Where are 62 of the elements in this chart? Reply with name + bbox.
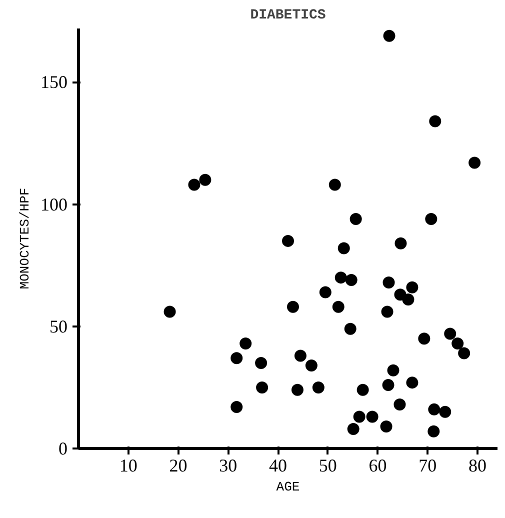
point <box>332 300 344 313</box>
x-axis-title: AGE <box>276 480 300 494</box>
point <box>345 274 358 286</box>
point <box>402 294 414 306</box>
x-tick-label: 70 <box>418 456 437 476</box>
x-tick-label: 60 <box>368 456 387 476</box>
point <box>230 401 243 413</box>
point <box>199 174 212 186</box>
y-axis-title: MONOCYTES/HPF <box>18 188 32 290</box>
point <box>387 364 400 376</box>
point <box>319 286 332 298</box>
x-tick-label: 50 <box>318 456 337 476</box>
point <box>344 322 356 335</box>
x-tick-label: 20 <box>169 456 188 476</box>
point <box>256 381 268 394</box>
point <box>428 425 440 438</box>
point <box>294 350 306 362</box>
point <box>305 359 318 372</box>
point <box>338 242 350 254</box>
point <box>356 384 369 396</box>
y-tick-label: 50 <box>50 316 68 336</box>
point <box>164 306 176 318</box>
point <box>468 156 481 169</box>
point <box>286 300 299 313</box>
point <box>418 332 430 345</box>
point <box>394 237 407 250</box>
point <box>383 30 396 42</box>
point <box>380 420 392 433</box>
point <box>312 381 324 394</box>
point <box>458 347 470 360</box>
point <box>350 212 362 225</box>
x-tick-label: 40 <box>269 456 288 476</box>
y-tick-label: 150 <box>40 72 68 92</box>
point <box>282 234 294 247</box>
point <box>347 422 360 435</box>
point <box>188 178 200 191</box>
point <box>406 376 418 389</box>
chart-title: DIABETICS <box>250 8 326 24</box>
point <box>425 212 438 225</box>
point <box>406 281 418 294</box>
point <box>394 398 406 411</box>
point <box>334 272 347 284</box>
point <box>444 328 456 340</box>
x-tick-label: 80 <box>468 456 487 476</box>
point <box>382 379 394 391</box>
y-tick-label: 100 <box>40 194 68 214</box>
y-tick-label: 0 <box>58 438 68 458</box>
point <box>439 406 452 418</box>
point <box>230 352 243 364</box>
point <box>240 338 252 350</box>
point <box>428 403 440 416</box>
point <box>429 115 442 128</box>
point <box>382 276 395 288</box>
point <box>366 410 378 423</box>
point <box>353 410 366 423</box>
point <box>328 178 341 191</box>
x-tick-label: 10 <box>119 456 138 476</box>
point <box>255 357 268 370</box>
point <box>381 306 394 318</box>
point <box>291 384 304 396</box>
x-tick-label: 30 <box>219 456 238 476</box>
point <box>452 338 464 350</box>
